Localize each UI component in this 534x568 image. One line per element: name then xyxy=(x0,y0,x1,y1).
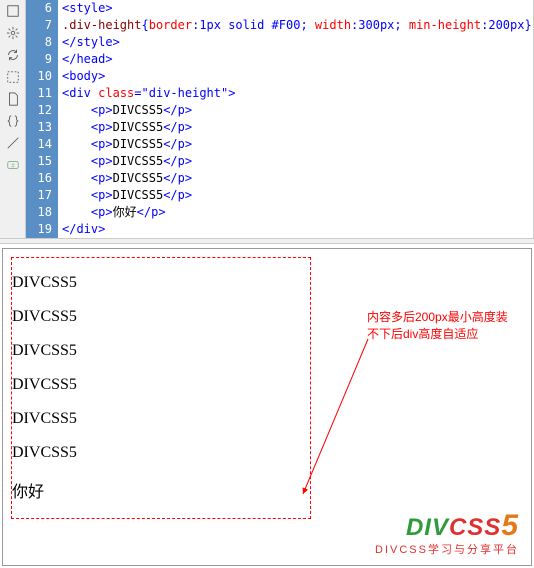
code-line[interactable]: </style> xyxy=(58,34,533,51)
line-number: 15 xyxy=(26,153,58,170)
select-icon[interactable] xyxy=(4,68,22,86)
code-line[interactable]: <p>DIVCSS5</p> xyxy=(58,153,533,170)
preview-pane: DIVCSS5DIVCSS5DIVCSS5DIVCSS5DIVCSS5DIVCS… xyxy=(2,248,532,566)
code-editor: # 678910111213141516171819 <style>.div-h… xyxy=(0,0,534,238)
logo-main: DIVCSS5 xyxy=(375,509,519,543)
line-number: 14 xyxy=(26,136,58,153)
braces-icon[interactable] xyxy=(4,112,22,130)
line-number: 19 xyxy=(26,221,58,238)
code-line[interactable]: <p>DIVCSS5</p> xyxy=(58,102,533,119)
code-line[interactable]: <p>DIVCSS5</p> xyxy=(58,170,533,187)
line-number: 17 xyxy=(26,187,58,204)
line-number: 16 xyxy=(26,170,58,187)
code-line[interactable]: <p>DIVCSS5</p> xyxy=(58,136,533,153)
logo-css: CSS xyxy=(449,514,501,541)
demo-item: DIVCSS5 xyxy=(12,308,310,326)
code-line[interactable]: <p>DIVCSS5</p> xyxy=(58,187,533,204)
annotation-text: 内容多后200px最小高度装 不下后div高度自适应 xyxy=(367,309,527,343)
tool-icon-1[interactable] xyxy=(4,2,22,20)
gear-icon[interactable] xyxy=(4,24,22,42)
demo-item: 你好 xyxy=(12,478,310,502)
editor-toolbar: # xyxy=(0,0,26,238)
demo-item: DIVCSS5 xyxy=(12,274,310,292)
annotation-line2: 不下后div高度自适应 xyxy=(367,326,527,343)
code-line[interactable]: .div-height{border:1px solid #F00; width… xyxy=(58,17,533,34)
line-number: 10 xyxy=(26,68,58,85)
line-number: 6 xyxy=(26,0,58,17)
line-number: 9 xyxy=(26,51,58,68)
line-number: 11 xyxy=(26,85,58,102)
hash-icon[interactable]: # xyxy=(4,156,22,174)
logo-subtitle: DIVCSS学习与分享平台 xyxy=(375,541,519,557)
line-icon[interactable] xyxy=(4,134,22,152)
editor-divider xyxy=(0,238,534,244)
svg-text:#: # xyxy=(11,163,15,170)
annotation-line1: 内容多后200px最小高度装 xyxy=(367,309,527,326)
logo-div: DIV xyxy=(406,514,449,541)
code-line[interactable]: </div> xyxy=(58,221,533,238)
logo-five: 5 xyxy=(501,509,519,542)
line-number: 13 xyxy=(26,119,58,136)
code-line[interactable]: <style> xyxy=(58,0,533,17)
line-number: 12 xyxy=(26,102,58,119)
code-line[interactable]: </head> xyxy=(58,51,533,68)
code-area[interactable]: <style>.div-height{border:1px solid #F00… xyxy=(58,0,533,238)
demo-item: DIVCSS5 xyxy=(12,342,310,360)
demo-item: DIVCSS5 xyxy=(12,410,310,428)
code-line[interactable]: <body> xyxy=(58,68,533,85)
line-gutter: 678910111213141516171819 xyxy=(26,0,58,238)
demo-box: DIVCSS5 DIVCSS5 DIVCSS5 DIVCSS5 DIVCSS5 DIVCS… xyxy=(11,257,311,519)
demo-item: DIVCSS5 xyxy=(12,444,310,462)
line-number: 7 xyxy=(26,17,58,34)
code-line[interactable]: <div class="div-height"> xyxy=(58,85,533,102)
line-number: 8 xyxy=(26,34,58,51)
app-container: # 678910111213141516171819 <style>.div-h… xyxy=(0,0,534,568)
line-number: 18 xyxy=(26,204,58,221)
demo-item: DIVCSS5 xyxy=(12,376,310,394)
sync-icon[interactable] xyxy=(4,46,22,64)
page-icon[interactable] xyxy=(4,90,22,108)
logo: DIVCSS5 DIVCSS学习与分享平台 xyxy=(375,509,519,557)
code-line[interactable]: <p>DIVCSS5</p> xyxy=(58,119,533,136)
code-line[interactable]: <p>你好</p> xyxy=(58,204,533,221)
